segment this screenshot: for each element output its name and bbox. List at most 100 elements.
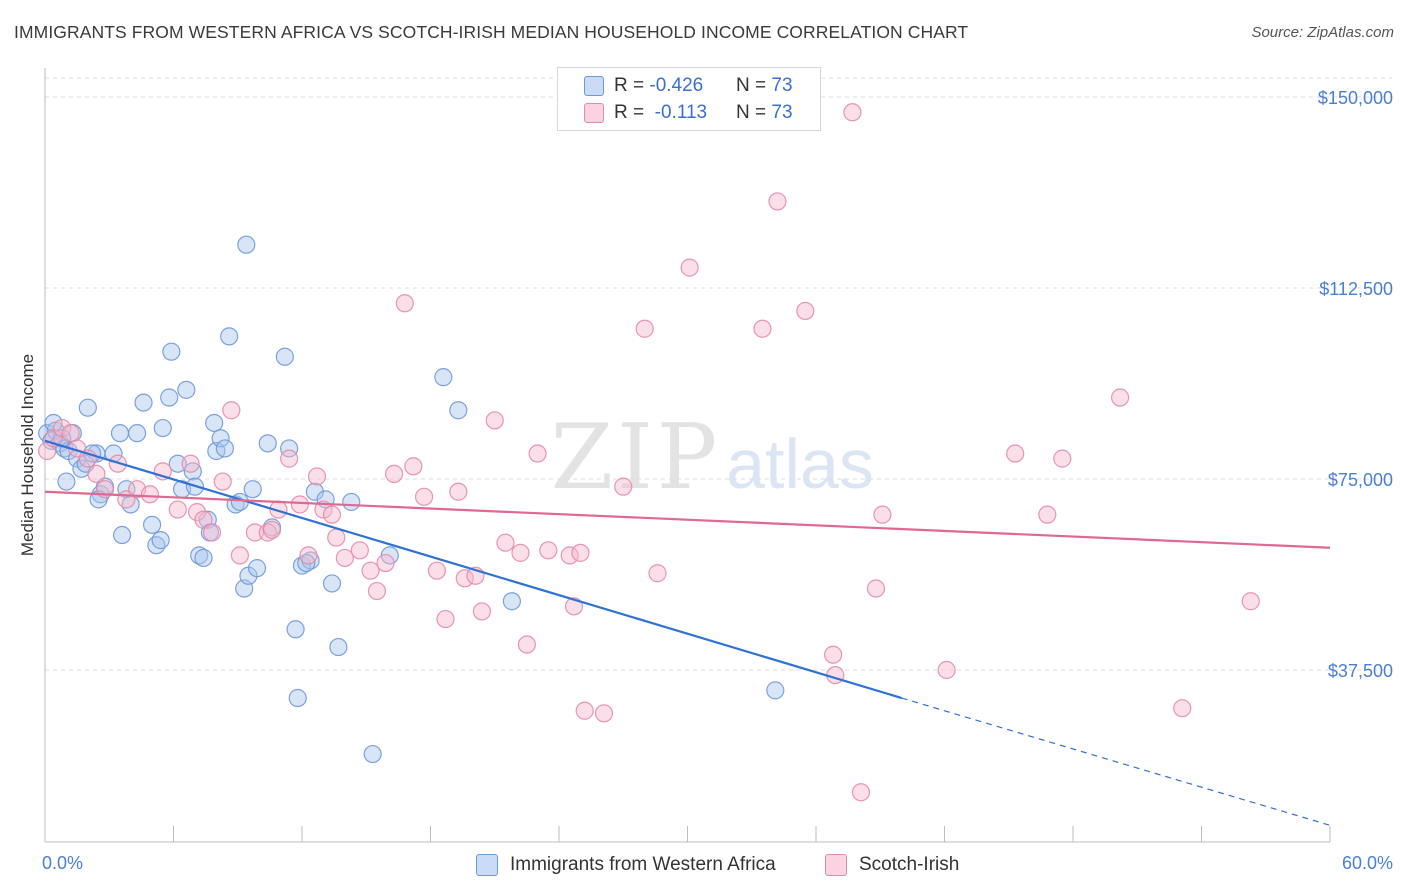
- scotch-irish-point-19: [222, 401, 241, 420]
- western-africa-point-20: [127, 424, 147, 443]
- scotch-irish-point-41: [427, 561, 447, 580]
- y-tick-label-0: $37,500: [1328, 661, 1393, 681]
- scotch-irish-point-29: [314, 500, 333, 519]
- scotch-irish-point-38: [395, 294, 414, 313]
- legend-swatch-pink: [584, 103, 604, 123]
- scotch-irish-point-57: [594, 704, 614, 723]
- western-africa-point-54: [288, 688, 307, 708]
- western-africa-point-46: [237, 235, 256, 254]
- legend-label-western-africa: Immigrants from Western Africa: [510, 854, 776, 875]
- western-africa-point-69: [44, 413, 63, 433]
- western-africa-point-66: [449, 401, 468, 420]
- western-africa-point-67: [502, 592, 521, 611]
- scotch-irish-point-56: [575, 701, 594, 720]
- western-africa-point-22: [142, 515, 162, 534]
- watermark: ZIP atlas: [551, 405, 874, 510]
- scotch-irish-point-34: [361, 561, 380, 580]
- watermark-atlas: atlas: [726, 425, 874, 503]
- series-scotch-irish: [38, 103, 1260, 802]
- scotch-irish-point-33: [350, 541, 369, 560]
- western-africa-point-63: [363, 744, 382, 764]
- scotch-irish-point-17: [202, 523, 222, 542]
- legend-row-blue: R = -0.426 N = 73: [558, 73, 820, 99]
- scotch-irish-point-65: [824, 645, 843, 664]
- scotch-irish-point-75: [1111, 388, 1130, 407]
- scotch-irish-point-25: [280, 449, 299, 468]
- scotch-irish-point-42: [436, 609, 455, 629]
- western-africa-point-61: [329, 637, 348, 657]
- western-africa-point-34: [194, 548, 213, 568]
- scotch-irish-point-39: [404, 457, 423, 476]
- western-africa-point-37: [205, 413, 224, 433]
- scotch-irish-point-11: [140, 485, 160, 504]
- scotch-irish-point-62: [753, 319, 772, 338]
- scotch-irish-point-63: [768, 192, 787, 211]
- scotch-irish-point-2: [53, 418, 72, 438]
- trend-lines: [44, 439, 1331, 826]
- western-africa-point-24: [151, 531, 170, 550]
- western-africa-point-41: [220, 327, 239, 346]
- scotch-irish-point-71: [937, 660, 956, 680]
- western-africa-point-28: [168, 454, 187, 473]
- western-africa-point-29: [177, 380, 196, 399]
- x-tick-label-1: 60.0%: [1342, 853, 1393, 873]
- scotch-irish-point-68: [866, 579, 886, 598]
- scotch-irish-point-73: [1038, 505, 1057, 524]
- scotch-irish-point-49: [511, 543, 530, 562]
- western-africa-point-39: [211, 429, 230, 448]
- scotch-irish-point-77: [1241, 592, 1260, 611]
- trend-line-western-africa-extension: [901, 697, 1331, 826]
- scotch-irish-point-40: [414, 487, 434, 506]
- scotch-irish-point-53: [560, 546, 579, 565]
- legend-swatch-blue: [584, 76, 604, 96]
- western-africa-point-40: [215, 439, 234, 458]
- scotch-irish-point-69: [873, 505, 892, 524]
- western-africa-point-62: [342, 492, 361, 512]
- scotch-irish-point-30: [322, 505, 342, 524]
- scotch-irish-point-28: [307, 467, 327, 486]
- scotch-irish-point-26: [290, 495, 309, 514]
- scotch-irish-point-72: [1006, 444, 1025, 463]
- series-legend: Immigrants from Western Africa Scotch-Ir…: [0, 852, 1406, 878]
- tick-labels: $37,500 $75,000 $112,500 $150,000 0.0% 60.0%: [42, 88, 1393, 873]
- western-africa-point-51: [275, 347, 294, 366]
- western-africa-point-52: [280, 439, 299, 458]
- scotch-irish-point-36: [376, 553, 395, 573]
- western-africa-point-49: [258, 434, 277, 453]
- scotch-irish-point-61: [680, 258, 699, 277]
- scotch-irish-point-67: [843, 103, 862, 122]
- y-tick-label-1: $75,000: [1328, 470, 1393, 490]
- western-africa-point-16: [110, 424, 130, 443]
- legend-swatch-scotch-irish: [825, 854, 847, 876]
- scotch-irish-point-15: [187, 503, 207, 522]
- legend-n-blue: N = 73: [736, 75, 793, 96]
- scotch-irish-point-51: [528, 444, 547, 463]
- scotch-irish-point-23: [262, 520, 282, 540]
- western-africa-point-19: [112, 525, 132, 545]
- legend-r-blue: R = -0.426: [614, 75, 704, 96]
- chart-source: Source: ZipAtlas.com: [1251, 24, 1394, 41]
- western-africa-point-25: [153, 418, 172, 438]
- scotch-irish-point-35: [367, 581, 387, 601]
- scotch-irish-point-20: [230, 546, 249, 565]
- trend-line-scotch-irish: [44, 490, 1331, 549]
- watermark-zip: ZIP: [551, 405, 722, 510]
- western-africa-point-60: [322, 574, 342, 593]
- western-africa-point-53: [286, 620, 305, 639]
- scotch-irish-point-66: [826, 665, 845, 685]
- legend-item-scotch-irish: Scotch-Irish: [825, 852, 959, 878]
- scotch-irish-point-27: [299, 546, 318, 565]
- scotch-irish-point-32: [335, 548, 354, 568]
- western-africa-point-21: [134, 393, 153, 412]
- x-tick-label-0: 0.0%: [42, 853, 83, 873]
- scotch-irish-point-54: [571, 543, 590, 562]
- scotch-irish-point-52: [539, 541, 558, 560]
- scotch-irish-point-14: [181, 454, 200, 473]
- scotch-irish-point-13: [168, 500, 187, 519]
- legend-row-pink: R = -0.113 N = 73: [558, 100, 820, 126]
- scotch-irish-point-18: [213, 472, 232, 491]
- western-africa-point-68: [766, 681, 785, 700]
- scotch-irish-point-6: [87, 464, 106, 484]
- western-africa-point-47: [243, 480, 262, 499]
